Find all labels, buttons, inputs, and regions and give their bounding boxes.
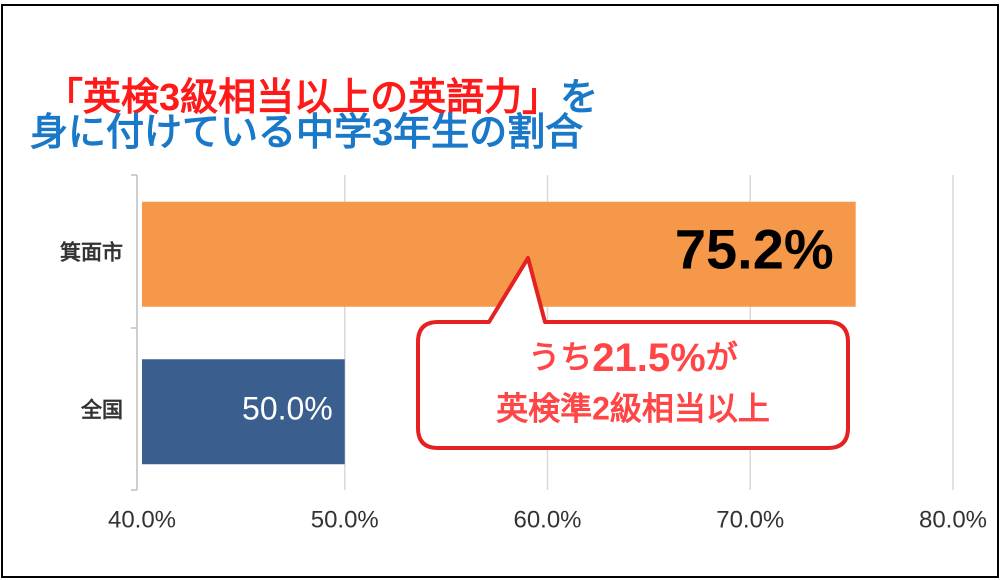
annotation-part: うち (528, 339, 592, 375)
annotation-part: 21.5% (592, 336, 705, 380)
annotation: 英検準2級相当以上 (496, 390, 770, 426)
annotation-part: が (706, 339, 738, 375)
x-tick-label: 80.0% (919, 506, 987, 533)
x-tick-label: 70.0% (716, 506, 784, 533)
annotation: うち21.5%が (528, 336, 737, 380)
chart-title: 身に付けている中学3年生の割合 (30, 111, 583, 154)
title-part: を (560, 77, 598, 119)
bar (142, 201, 856, 307)
x-tick-label: 40.0% (108, 506, 176, 533)
title-part: 身に付けている中学3年生の割合 (30, 111, 583, 154)
bar (142, 359, 345, 465)
x-tick-label: 50.0% (311, 506, 379, 533)
y-tick-label: 箕面市 (60, 240, 123, 264)
x-tick-label: 60.0% (513, 506, 581, 533)
value-label: 75.2% (675, 218, 834, 281)
y-tick-label: 全国 (80, 398, 123, 422)
title-part: 「英検3級相当以上の英語力」 (45, 77, 560, 119)
chart-title: 「英検3級相当以上の英語力」を (45, 77, 598, 119)
value-label: 50.0% (242, 391, 333, 427)
callout (416, 256, 850, 450)
